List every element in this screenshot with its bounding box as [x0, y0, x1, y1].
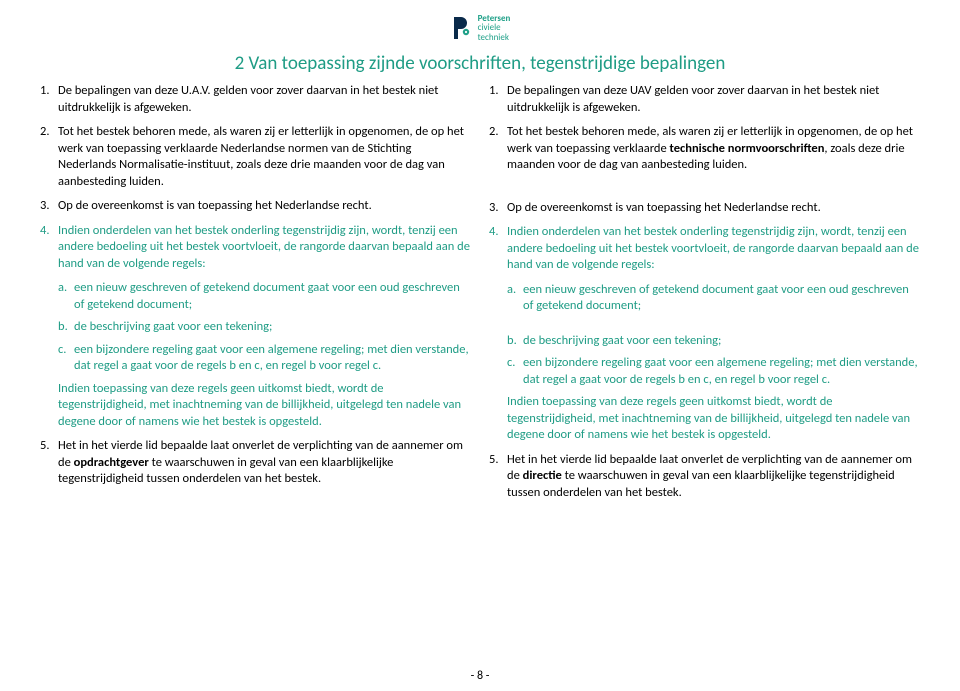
right-item-1: 1. De bepalingen van deze UAV gelden voo…: [489, 83, 920, 116]
left-item-1: 1. De bepalingen van deze U.A.V. gelden …: [40, 83, 471, 116]
left-sub-a: a. een nieuw geschreven of getekend docu…: [40, 280, 471, 313]
right-sub-c: c. een bijzondere regeling gaat voor een…: [489, 355, 920, 388]
item-number: 2.: [489, 124, 507, 174]
item-body: Tot het bestek behoren mede, als waren z…: [58, 124, 471, 190]
left-closing: Indien toepassing van deze regels geen u…: [40, 381, 471, 431]
item-number: 3.: [40, 198, 58, 215]
logo-mark-icon: [450, 15, 474, 41]
sub-letter: c.: [507, 355, 523, 388]
sub-letter: c.: [58, 342, 74, 375]
right-sub-a: a. een nieuw geschreven of getekend docu…: [489, 282, 920, 315]
item-number: 1.: [40, 83, 58, 116]
item-body: Indien onderdelen van het bestek onderli…: [58, 223, 471, 273]
two-column-layout: 1. De bepalingen van deze U.A.V. gelden …: [40, 83, 920, 509]
item-number: 5.: [40, 438, 58, 488]
sub-body: de beschrijving gaat voor een tekening;: [74, 319, 471, 336]
p2-bold: technische normvoorschriften: [670, 141, 825, 156]
right-item-5: 5. Het in het vierde lid bepaalde laat o…: [489, 452, 920, 502]
section-title: 2 Van toepassing zijnde voorschriften, t…: [40, 52, 920, 75]
sub-body: een bijzondere regeling gaat voor een al…: [523, 355, 920, 388]
item-body: Tot het bestek behoren mede, als waren z…: [507, 124, 920, 174]
sub-letter: a.: [58, 280, 74, 313]
right-column: 1. De bepalingen van deze UAV gelden voo…: [489, 83, 920, 509]
sub-letter: b.: [58, 319, 74, 336]
item-body: De bepalingen van deze U.A.V. gelden voo…: [58, 83, 471, 116]
right-closing: Indien toepassing van deze regels geen u…: [489, 394, 920, 444]
page-number: - 8 -: [471, 669, 490, 683]
logo-text: Petersen civiele techniek: [478, 14, 511, 42]
left-item-2: 2. Tot het bestek behoren mede, als ware…: [40, 124, 471, 190]
left-item-4: 4. Indien onderdelen van het bestek onde…: [40, 223, 471, 273]
item-body: Het in het vierde lid bepaalde laat onve…: [507, 452, 920, 502]
right-item-4: 4. Indien onderdelen van het bestek onde…: [489, 224, 920, 274]
item-body: Op de overeenkomst is van toepassing het…: [507, 200, 920, 217]
sub-body: de beschrijving gaat voor een tekening;: [523, 333, 920, 350]
left-sub-b: b. de beschrijving gaat voor een tekenin…: [40, 319, 471, 336]
right-item-3: 3. Op de overeenkomst is van toepassing …: [489, 200, 920, 217]
right-sub-b: b. de beschrijving gaat voor een tekenin…: [489, 333, 920, 350]
item-number: 4.: [489, 224, 507, 274]
item-number: 1.: [489, 83, 507, 116]
p5-bold: directie: [523, 468, 562, 483]
sub-body: een nieuw geschreven of getekend documen…: [523, 282, 920, 315]
sub-body: een nieuw geschreven of getekend documen…: [74, 280, 471, 313]
sub-letter: a.: [507, 282, 523, 315]
p5-post: te waarschuwen in geval van een klaarbli…: [507, 468, 895, 500]
item-body: Op de overeenkomst is van toepassing het…: [58, 198, 471, 215]
sub-letter: b.: [507, 333, 523, 350]
item-number: 4.: [40, 223, 58, 273]
right-item-2: 2. Tot het bestek behoren mede, als ware…: [489, 124, 920, 174]
left-item-5: 5. Het in het vierde lid bepaalde laat o…: [40, 438, 471, 488]
left-sub-c: c. een bijzondere regeling gaat voor een…: [40, 342, 471, 375]
left-item-3: 3. Op de overeenkomst is van toepassing …: [40, 198, 471, 215]
logo-line3: techniek: [478, 32, 509, 43]
item-body: Het in het vierde lid bepaalde laat onve…: [58, 438, 471, 488]
item-body: Indien onderdelen van het bestek onderli…: [507, 224, 920, 274]
item-number: 5.: [489, 452, 507, 502]
logo: Petersen civiele techniek: [40, 12, 920, 44]
left-column: 1. De bepalingen van deze U.A.V. gelden …: [40, 83, 471, 509]
item-number: 2.: [40, 124, 58, 190]
sub-body: een bijzondere regeling gaat voor een al…: [74, 342, 471, 375]
item-body: De bepalingen van deze UAV gelden voor z…: [507, 83, 920, 116]
p5-bold: opdrachtgever: [74, 455, 149, 470]
item-number: 3.: [489, 200, 507, 217]
